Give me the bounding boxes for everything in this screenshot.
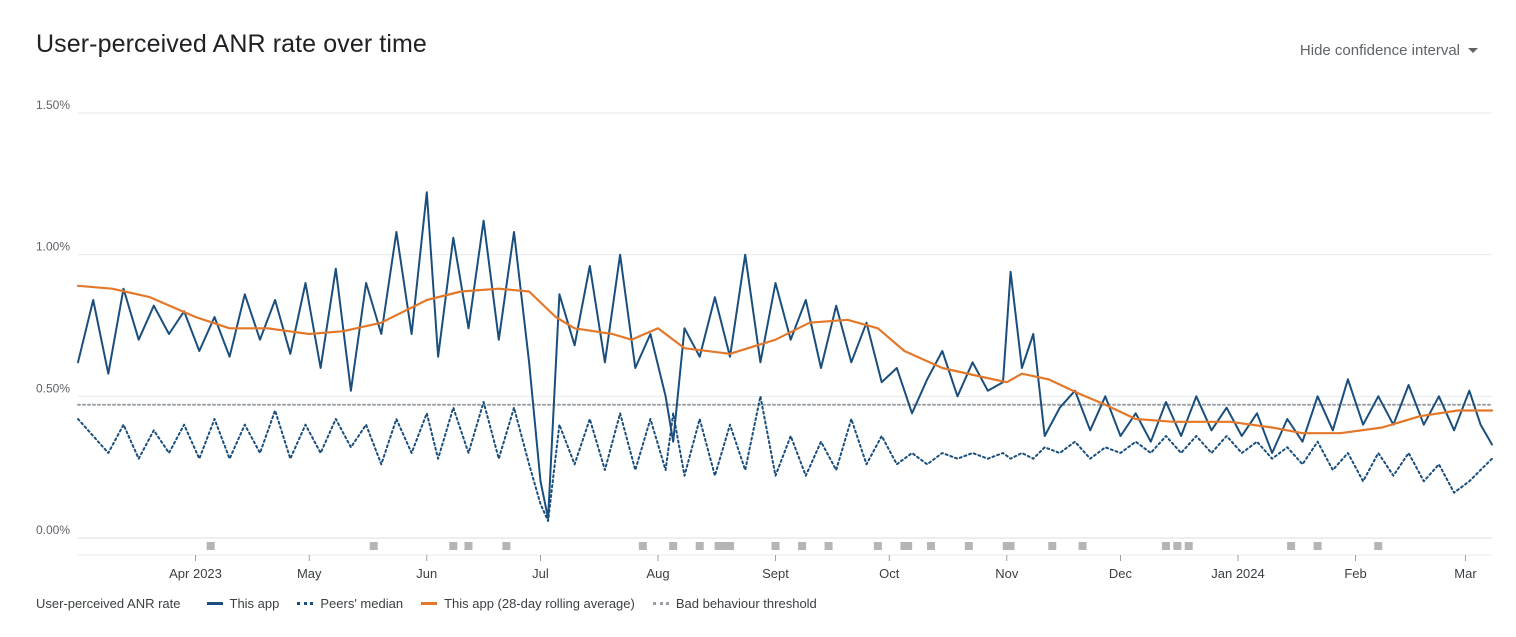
x-tick-label: Feb: [1344, 566, 1366, 581]
x-tick-label: Dec: [1109, 566, 1133, 581]
x-tick-label: Sept: [762, 566, 789, 581]
event-marker: [638, 542, 647, 550]
event-marker: [1313, 542, 1322, 550]
event-marker: [904, 542, 913, 550]
x-tick-label: Aug: [646, 566, 669, 581]
legend-item-this-app[interactable]: This app: [206, 596, 280, 611]
y-tick-label: 1.00%: [36, 240, 70, 254]
event-marker: [798, 542, 807, 550]
event-marker: [964, 542, 973, 550]
x-tick-label: May: [297, 566, 322, 581]
legend-item-threshold[interactable]: Bad behaviour threshold: [652, 596, 817, 611]
anr-line-chart: 0.00% 0.50% 1.00% 1.50% Apr 2023 May Jun Jul Au…: [36, 98, 1494, 581]
event-marker: [1374, 542, 1383, 550]
x-tick-label: Apr 2023: [169, 566, 222, 581]
event-marker: [1173, 542, 1182, 550]
event-marker: [726, 542, 735, 550]
x-tick-label: Oct: [879, 566, 900, 581]
series-this-app: [77, 191, 1493, 520]
event-marker: [873, 542, 882, 550]
hide-confidence-interval-label: Hide confidence interval: [1299, 42, 1460, 59]
event-marker: [464, 542, 473, 550]
hide-confidence-interval-dropdown[interactable]: Hide confidence interval: [1300, 42, 1478, 59]
y-tick-label: 0.00%: [36, 523, 70, 537]
y-tick-label: 0.50%: [36, 381, 70, 395]
x-tick-label: Mar: [1454, 566, 1477, 581]
event-marker: [695, 542, 704, 550]
x-tick-label: Nov: [995, 566, 1019, 581]
chart-title: User-perceived ANR rate over time: [36, 30, 427, 58]
y-tick-label: 1.50%: [36, 98, 70, 112]
event-marker: [824, 542, 833, 550]
legend-label-peers-median: Peers' median: [320, 596, 404, 611]
legend-label-rolling-average: This app (28-day rolling average): [444, 596, 635, 611]
x-tick-label: Jun: [416, 566, 437, 581]
legend-swatch-solid: [206, 602, 223, 605]
legend-swatch-orange: [421, 602, 438, 605]
event-marker: [1184, 542, 1193, 550]
event-marker: [449, 542, 458, 550]
series-peers-median: [77, 395, 1493, 522]
legend-item-rolling-average[interactable]: This app (28-day rolling average): [421, 596, 635, 611]
legend-swatch-grey-dotted: [652, 602, 669, 605]
series-rolling-average: [76, 284, 1494, 435]
event-marker: [1006, 542, 1015, 550]
event-marker: [771, 542, 780, 550]
event-marker: [926, 542, 935, 550]
legend-title: User-perceived ANR rate: [36, 596, 181, 611]
legend-label-threshold: Bad behaviour threshold: [675, 596, 817, 611]
legend-item-peers-median[interactable]: Peers' median: [297, 596, 403, 611]
legend-label-this-app: This app: [229, 596, 280, 611]
caret-down-icon: [1468, 48, 1478, 53]
event-marker: [1161, 542, 1170, 550]
legend-swatch-dotted: [297, 602, 314, 605]
event-marker: [206, 542, 215, 550]
event-marker: [1287, 542, 1296, 550]
x-tick-label: Jul: [532, 566, 549, 581]
x-tick-label: Jan 2024: [1211, 566, 1265, 581]
chart-legend: User-perceived ANR rate This app Peers' …: [36, 596, 817, 611]
event-marker: [502, 542, 511, 550]
event-marker: [669, 542, 678, 550]
event-marker: [1048, 542, 1057, 550]
event-marker: [369, 542, 378, 550]
event-marker: [718, 542, 727, 550]
event-marker: [1078, 542, 1087, 550]
